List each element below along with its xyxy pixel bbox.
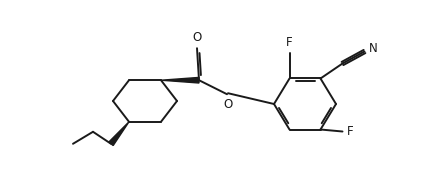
Text: F: F (347, 125, 353, 138)
Text: F: F (286, 36, 293, 50)
Text: N: N (369, 42, 377, 55)
Text: O: O (223, 98, 233, 111)
Text: O: O (192, 31, 202, 44)
Polygon shape (109, 122, 129, 146)
Polygon shape (161, 77, 199, 83)
